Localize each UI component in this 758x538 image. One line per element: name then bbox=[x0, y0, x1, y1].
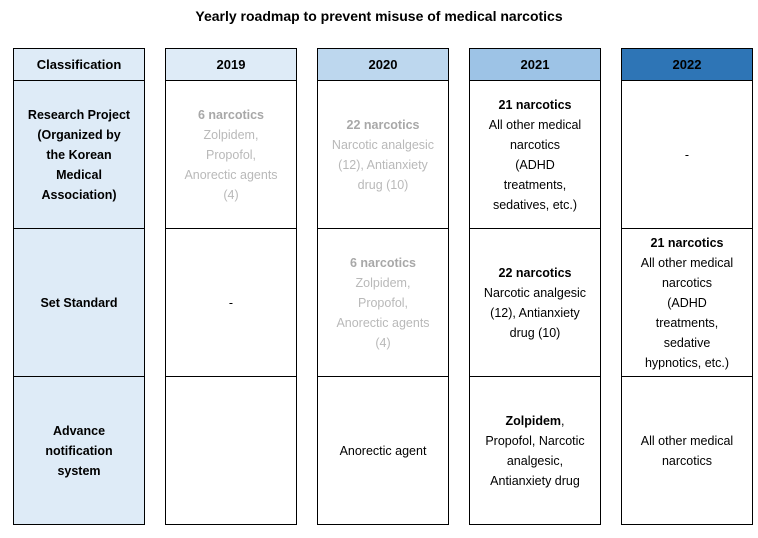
cell-content: All other medical narcotics bbox=[625, 431, 749, 471]
cell-2020-row2: 6 narcotics Zolpidem, Propofol, Anorectic… bbox=[318, 228, 448, 376]
cell-content: - bbox=[625, 145, 749, 165]
cell-2021-row2: 22 narcotics Narcotic analgesic (12), Ant… bbox=[470, 228, 600, 376]
cell-content: 6 narcotics Zolpidem, Propofol, Anorectic… bbox=[321, 253, 445, 353]
text-segment: All other medical narcotics (ADHD treatm… bbox=[640, 255, 734, 370]
cell-content: 21 narcotics All other medical narcotics … bbox=[625, 233, 749, 373]
cell-2022-row2: 21 narcotics All other medical narcotics … bbox=[622, 228, 752, 376]
text-segment: , Propofol, Narcotic analgesic, Antianxi… bbox=[485, 413, 585, 488]
column-2019: 2019 6 narcotics Zolpidem, Propofol, Anore… bbox=[165, 48, 297, 525]
text-segment: 22 narcotics bbox=[346, 117, 420, 132]
text-segment: 6 narcotics bbox=[349, 255, 416, 270]
column-2020: 2020 22 narcotics Narcotic analgesic (12),… bbox=[317, 48, 449, 525]
column-classification: Classification Research Project (Organize… bbox=[13, 48, 145, 525]
text-segment: Zolpidem, Propofol, Anorectic agents (4) bbox=[336, 275, 430, 350]
cell-2020-row3: Anorectic agent bbox=[318, 376, 448, 524]
column-2022: 2022 - 21 narcotics All other medical narco… bbox=[621, 48, 753, 525]
cell-2022-row1: - bbox=[622, 80, 752, 228]
cell-2022-row3: All other medical narcotics bbox=[622, 376, 752, 524]
text-segment: All other medical narcotics bbox=[640, 433, 734, 468]
text-segment: Research Project (Organized by the Korea… bbox=[27, 107, 131, 202]
text-segment: - bbox=[684, 147, 690, 162]
cell-content: 6 narcotics Zolpidem, Propofol, Anorectic… bbox=[169, 105, 293, 205]
cell-2019-row2: - bbox=[166, 228, 296, 376]
text-segment: Zolpidem bbox=[505, 413, 562, 428]
column-header-2020: 2020 bbox=[318, 49, 448, 80]
text-segment: 21 narcotics bbox=[498, 97, 572, 112]
page-title: Yearly roadmap to prevent misuse of medi… bbox=[195, 8, 563, 24]
cell-content: Zolpidem, Propofol, Narcotic analgesic, … bbox=[473, 411, 597, 491]
cell-content: Set Standard bbox=[17, 293, 141, 313]
column-header-2022: 2022 bbox=[622, 49, 752, 80]
cell-2020-row1: 22 narcotics Narcotic analgesic (12), Ant… bbox=[318, 80, 448, 228]
cell-content: 22 narcotics Narcotic analgesic (12), Ant… bbox=[321, 115, 445, 195]
text-segment: - bbox=[228, 295, 234, 310]
cell-content: Research Project (Organized by the Korea… bbox=[17, 105, 141, 205]
cell-content: Advance notification system bbox=[17, 421, 141, 481]
text-segment: All other medical narcotics (ADHD treatm… bbox=[488, 117, 582, 212]
text-segment: Narcotic analgesic (12), Antianxiety dru… bbox=[483, 285, 587, 340]
text-segment: 21 narcotics bbox=[650, 235, 724, 250]
cell-2019-row3 bbox=[166, 376, 296, 524]
cell-2021-row3: Zolpidem, Propofol, Narcotic analgesic, … bbox=[470, 376, 600, 524]
column-header-classification: Classification bbox=[14, 49, 144, 80]
roadmap-table: Classification Research Project (Organize… bbox=[13, 48, 753, 525]
cell-classification-row3: Advance notification system bbox=[14, 376, 144, 524]
cell-2021-row1: 21 narcotics All other medical narcotics … bbox=[470, 80, 600, 228]
column-2021: 2021 21 narcotics All other medical narcot… bbox=[469, 48, 601, 525]
cell-content: Anorectic agent bbox=[321, 441, 445, 461]
text-segment: Anorectic agent bbox=[339, 443, 427, 458]
text-segment: 22 narcotics bbox=[498, 265, 572, 280]
cell-classification-row1: Research Project (Organized by the Korea… bbox=[14, 80, 144, 228]
cell-content: - bbox=[169, 293, 293, 313]
cell-content: 22 narcotics Narcotic analgesic (12), Ant… bbox=[473, 263, 597, 343]
text-segment: Advance notification system bbox=[45, 423, 113, 478]
column-header-2021: 2021 bbox=[470, 49, 600, 80]
cell-2019-row1: 6 narcotics Zolpidem, Propofol, Anorectic… bbox=[166, 80, 296, 228]
column-header-2019: 2019 bbox=[166, 49, 296, 80]
cell-content: 21 narcotics All other medical narcotics … bbox=[473, 95, 597, 215]
cell-classification-row2: Set Standard bbox=[14, 228, 144, 376]
text-segment: Narcotic analgesic (12), Antianxiety dru… bbox=[331, 137, 435, 192]
text-segment: Set Standard bbox=[40, 295, 118, 310]
text-segment: Zolpidem, Propofol, Anorectic agents (4) bbox=[184, 127, 278, 202]
text-segment: 6 narcotics bbox=[197, 107, 264, 122]
